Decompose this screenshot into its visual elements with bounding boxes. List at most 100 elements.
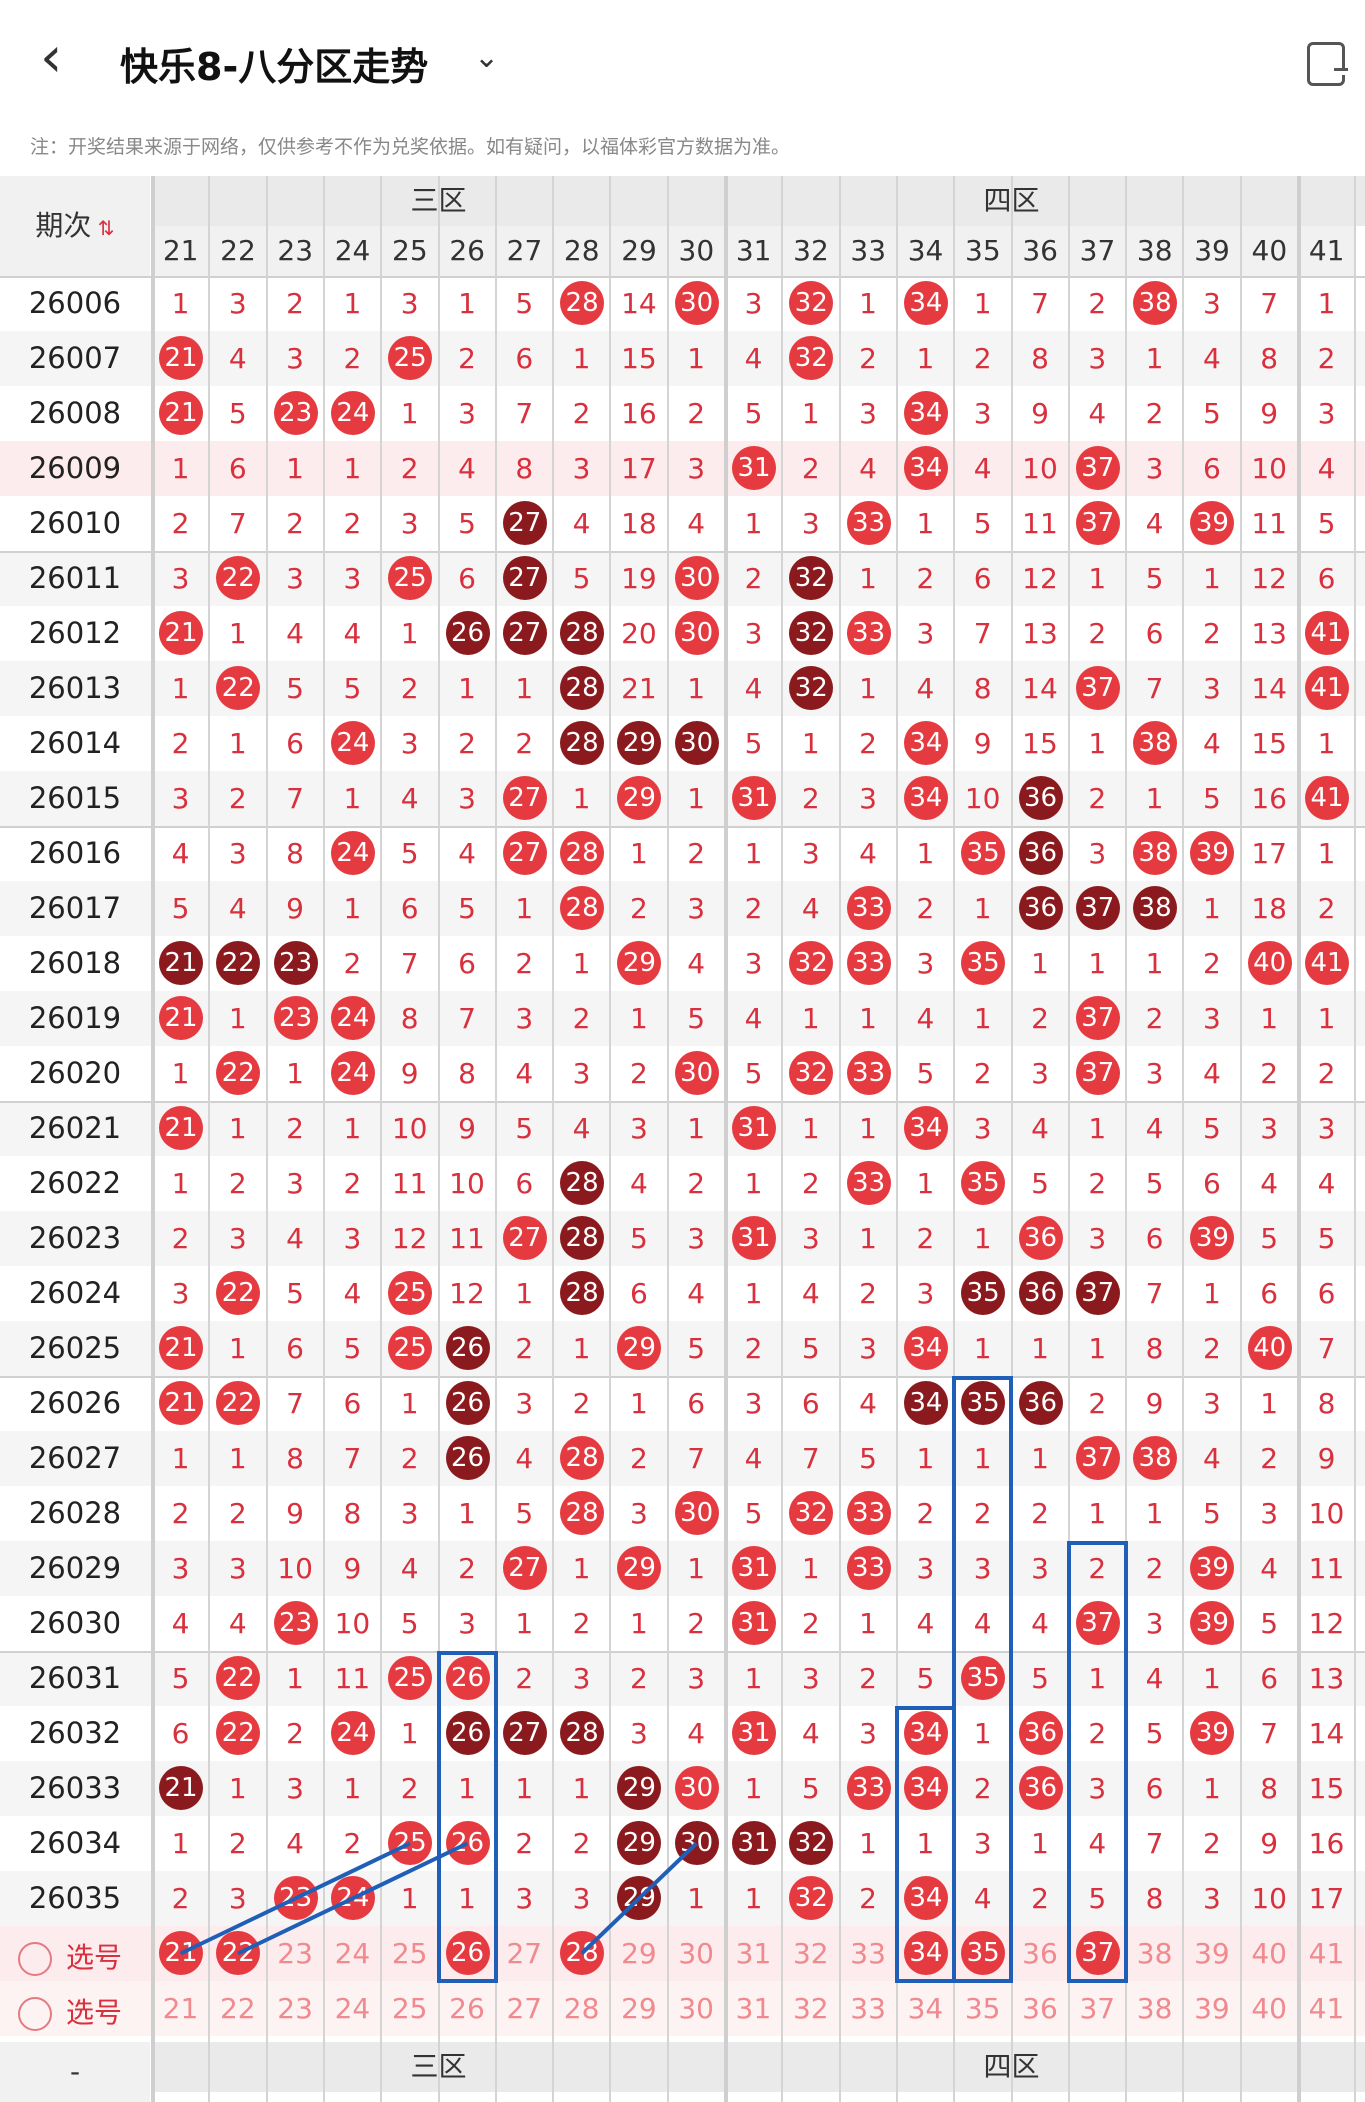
number-cell[interactable]: 1: [973, 287, 992, 320]
number-cell[interactable]: 4: [859, 1387, 877, 1420]
number-cell[interactable]: 2: [228, 782, 247, 815]
number-cell[interactable]: 21: [152, 1761, 209, 1816]
number-cell[interactable]: 17: [1251, 837, 1287, 870]
number-cell[interactable]: 26: [439, 1651, 496, 1706]
number-cell[interactable]: 10: [449, 1167, 485, 1200]
number-cell[interactable]: 7: [228, 507, 247, 540]
number-cell[interactable]: 6: [801, 1387, 820, 1420]
number-cell[interactable]: 1: [801, 1552, 820, 1585]
number-cell[interactable]: 27: [496, 1706, 553, 1761]
number-cell[interactable]: 1: [286, 452, 304, 485]
number-cell[interactable]: 36: [1012, 1376, 1069, 1431]
number-cell[interactable]: 7: [1145, 1277, 1164, 1310]
number-cell[interactable]: 8: [1145, 1332, 1164, 1365]
number-cell[interactable]: 5: [1260, 1607, 1279, 1640]
number-cell[interactable]: 1: [228, 1112, 247, 1145]
number-cell[interactable]: 5: [572, 562, 591, 595]
number-cell[interactable]: 1: [801, 1112, 820, 1145]
number-cell[interactable]: 13: [1308, 1662, 1345, 1695]
number-cell[interactable]: 25: [381, 551, 438, 606]
number-cell[interactable]: 38: [1126, 276, 1183, 331]
number-cell[interactable]: 4: [687, 507, 706, 540]
number-cell[interactable]: 2: [1202, 947, 1221, 980]
number-cell[interactable]: 35: [954, 1156, 1011, 1211]
number-cell[interactable]: 1: [973, 892, 992, 925]
number-cell[interactable]: 32: [782, 1046, 839, 1101]
number-cell[interactable]: 10: [334, 1607, 371, 1640]
number-cell[interactable]: 2: [171, 1497, 190, 1530]
number-cell[interactable]: 5: [687, 1002, 706, 1035]
number-cell[interactable]: 1: [859, 287, 877, 320]
number-cell[interactable]: 11: [1308, 1552, 1345, 1585]
number-cell[interactable]: 1: [973, 1002, 992, 1035]
number-cell[interactable]: 16: [1251, 782, 1287, 815]
number-cell[interactable]: 1: [801, 1002, 820, 1035]
number-cell[interactable]: 3: [687, 1222, 706, 1255]
number-cell[interactable]: 39: [1183, 1596, 1240, 1651]
number-cell[interactable]: 27: [496, 496, 553, 551]
number-cell[interactable]: 25: [381, 331, 438, 386]
number-cell[interactable]: 11: [1251, 507, 1287, 540]
number-cell[interactable]: 2: [515, 1662, 534, 1695]
number-cell[interactable]: 6: [286, 727, 304, 760]
number-cell[interactable]: 3: [228, 837, 247, 870]
number-cell[interactable]: 3: [859, 1332, 877, 1365]
number-cell[interactable]: 4: [572, 1112, 591, 1145]
number-cell[interactable]: 2: [1145, 1002, 1164, 1035]
number-cell[interactable]: 2: [629, 892, 648, 925]
number-cell[interactable]: 2: [1088, 617, 1107, 650]
number-cell[interactable]: 3: [286, 562, 304, 595]
number-cell[interactable]: 12: [391, 1222, 428, 1255]
number-cell[interactable]: 4: [629, 1167, 648, 1200]
number-cell[interactable]: 6: [400, 892, 419, 925]
number-cell[interactable]: 5: [1317, 1222, 1336, 1255]
number-cell[interactable]: 25: [381, 1651, 438, 1706]
number-cell[interactable]: 34: [897, 276, 954, 331]
number-cell[interactable]: 2: [286, 287, 304, 320]
number-cell[interactable]: 22: [209, 936, 266, 991]
number-cell[interactable]: 4: [859, 837, 877, 870]
number-cell[interactable]: 22: [209, 1266, 266, 1321]
number-cell[interactable]: 21: [152, 1101, 209, 1156]
number-cell[interactable]: 2: [400, 672, 419, 705]
number-cell[interactable]: 28: [553, 276, 610, 331]
number-cell[interactable]: 3: [801, 837, 820, 870]
number-cell[interactable]: 2: [343, 947, 362, 980]
number-cell[interactable]: 8: [1317, 1387, 1336, 1420]
chevron-down-icon[interactable]: ⌄: [474, 40, 500, 75]
number-cell[interactable]: 41: [1298, 661, 1355, 716]
number-cell[interactable]: 13: [1022, 617, 1058, 650]
number-cell[interactable]: 10: [1308, 1497, 1345, 1530]
number-cell[interactable]: 1: [744, 1662, 763, 1695]
number-cell[interactable]: 1: [228, 1332, 247, 1365]
number-cell[interactable]: 2: [916, 562, 935, 595]
number-cell[interactable]: 7: [1317, 1332, 1336, 1365]
number-cell[interactable]: 2: [1202, 617, 1221, 650]
number-cell[interactable]: 37: [1069, 1266, 1126, 1321]
number-cell[interactable]: 3: [801, 507, 820, 540]
number-cell[interactable]: 34: [897, 771, 954, 826]
number-cell[interactable]: 3: [916, 1552, 935, 1585]
number-cell[interactable]: 29: [610, 716, 667, 771]
number-cell[interactable]: 36: [1012, 1706, 1069, 1761]
number-cell[interactable]: 37: [1069, 441, 1126, 496]
number-cell[interactable]: 1: [1202, 892, 1221, 925]
number-cell[interactable]: 30: [668, 551, 725, 606]
number-cell[interactable]: 4: [343, 1277, 362, 1310]
number-cell[interactable]: 6: [1145, 617, 1164, 650]
number-cell[interactable]: 35: [954, 936, 1011, 991]
number-cell[interactable]: 4: [458, 837, 476, 870]
number-cell[interactable]: 28: [553, 716, 610, 771]
number-cell[interactable]: 2: [629, 1442, 648, 1475]
number-cell[interactable]: 2: [515, 1332, 534, 1365]
number-cell[interactable]: 2: [744, 562, 763, 595]
number-cell[interactable]: 1: [916, 342, 935, 375]
number-cell[interactable]: 3: [1088, 342, 1107, 375]
number-cell[interactable]: 30: [668, 276, 725, 331]
number-cell[interactable]: 37: [1069, 1431, 1126, 1486]
number-cell[interactable]: 4: [1260, 1167, 1279, 1200]
number-cell[interactable]: 5: [1031, 1167, 1049, 1200]
number-cell[interactable]: 6: [629, 1277, 648, 1310]
number-cell[interactable]: 9: [343, 1552, 362, 1585]
number-cell[interactable]: 3: [458, 1607, 476, 1640]
